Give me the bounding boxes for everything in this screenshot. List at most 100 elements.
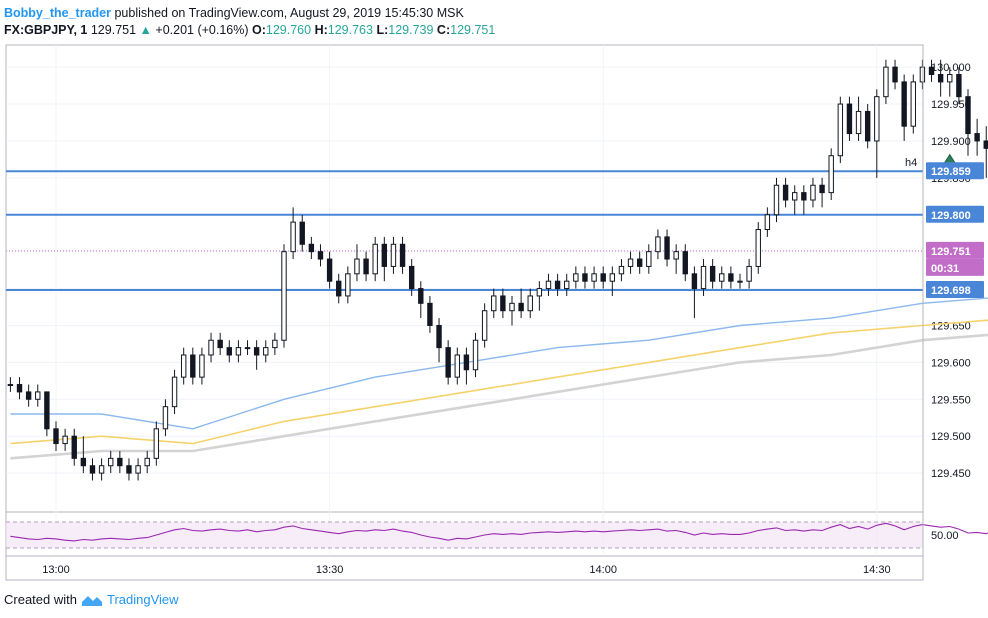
candle-body — [108, 457, 114, 467]
candle-body — [527, 295, 533, 312]
footer: Created with TradingView — [4, 591, 179, 609]
last-price: 129.751 — [90, 23, 137, 37]
open-value: 129.760 — [265, 23, 312, 37]
symbol-interval[interactable]: FX:GBPJPY, 1 — [4, 23, 88, 37]
bar-countdown-tag: 00:31 — [931, 263, 959, 275]
candle-body — [235, 347, 242, 356]
open-label: O: — [252, 23, 266, 37]
up-arrow-icon: ▲ — [139, 23, 152, 37]
candle-body — [874, 96, 880, 142]
price-tick-label: 129.500 — [931, 431, 971, 443]
candle-body — [746, 265, 752, 282]
last-price-tag: 129.751 — [931, 246, 971, 258]
candle-body — [135, 465, 141, 474]
candle-body — [682, 251, 688, 275]
candle-body — [673, 251, 679, 260]
candle-body — [919, 66, 926, 83]
candle-body — [162, 406, 169, 430]
candle-body — [801, 192, 807, 201]
price-tick-label: 129.450 — [931, 468, 971, 480]
candle-body — [737, 280, 743, 283]
candle-body — [755, 229, 761, 267]
level-tag-label: h4 — [905, 157, 917, 169]
candle-body — [418, 288, 424, 304]
candle-body — [454, 354, 460, 378]
candle-body — [80, 457, 87, 467]
candle-body — [646, 251, 652, 267]
moving-average-fast — [10, 297, 988, 430]
candle-body — [308, 243, 315, 253]
candle-body — [263, 347, 269, 356]
candle-body — [582, 273, 588, 282]
level-price-tag: 129.800 — [931, 210, 971, 222]
candle-body — [445, 347, 451, 378]
candle-body — [819, 184, 825, 194]
rsi-level-label: 50.00 — [931, 530, 959, 542]
candle-body — [117, 457, 123, 467]
candle-body — [719, 273, 725, 282]
candle-body — [609, 273, 616, 282]
candle-body — [180, 354, 187, 378]
candle-body — [7, 384, 14, 387]
candle-body — [837, 103, 844, 157]
candle-body — [764, 214, 771, 231]
candle-body — [564, 280, 570, 290]
candle-body — [974, 133, 980, 142]
candle-body — [500, 295, 506, 312]
candle-body — [35, 391, 41, 400]
candle-body — [491, 295, 497, 312]
tradingview-logo-icon — [81, 596, 102, 606]
high-value: 129.763 — [327, 23, 373, 37]
candle-body — [390, 243, 397, 267]
candle-body — [244, 347, 251, 350]
candle-body — [700, 265, 707, 290]
candle-body — [545, 280, 552, 290]
candle-body — [290, 221, 296, 253]
candle-body — [573, 273, 579, 282]
candle-body — [190, 354, 196, 378]
candle-body — [317, 251, 324, 260]
candle-body — [728, 273, 734, 282]
candle-body — [928, 66, 935, 76]
candle-body — [363, 258, 369, 275]
candle-body — [436, 324, 442, 349]
candle-body — [71, 435, 77, 459]
candle-body — [217, 339, 223, 349]
candle-body — [600, 273, 606, 282]
candle-body — [16, 384, 23, 393]
price-change: +0.201 (+0.16%) — [155, 23, 249, 37]
candle-body — [372, 243, 378, 275]
candle-body — [983, 140, 988, 149]
candle-body — [381, 243, 388, 267]
level-price-tag: 129.698 — [931, 285, 971, 297]
candle-body — [655, 236, 661, 253]
low-label: L: — [376, 23, 389, 37]
candle-body — [126, 465, 132, 474]
candle-body — [937, 74, 944, 83]
high-label: H: — [314, 23, 328, 37]
moving-average-slow — [10, 333, 988, 460]
candle-body — [636, 258, 643, 267]
candle-body — [272, 339, 278, 349]
candle-body — [956, 74, 962, 98]
plot-frame — [5, 44, 924, 581]
candle-body — [782, 184, 789, 201]
candle-body — [947, 74, 953, 83]
time-tick-label: 13:30 — [316, 564, 344, 576]
candle-body — [536, 288, 543, 297]
tradingview-brand-link[interactable]: TradingView — [106, 592, 179, 607]
ohlc-legend: FX:GBPJPY, 1 129.751 ▲ +0.201 (+0.16%) O… — [4, 21, 495, 39]
candle-body — [226, 347, 232, 356]
candle-body — [144, 457, 150, 467]
candle-body — [773, 184, 780, 216]
candle-body — [481, 310, 488, 341]
level-price-tag: 129.859 — [931, 166, 971, 178]
candle-body — [253, 347, 260, 356]
candle-body — [463, 354, 470, 371]
created-with-label: Created with — [4, 592, 77, 607]
price-tick-label: 130.000 — [931, 62, 971, 74]
candle-body — [345, 273, 351, 297]
author-username[interactable]: Bobby_the_trader — [4, 6, 111, 20]
candle-body — [171, 376, 178, 408]
